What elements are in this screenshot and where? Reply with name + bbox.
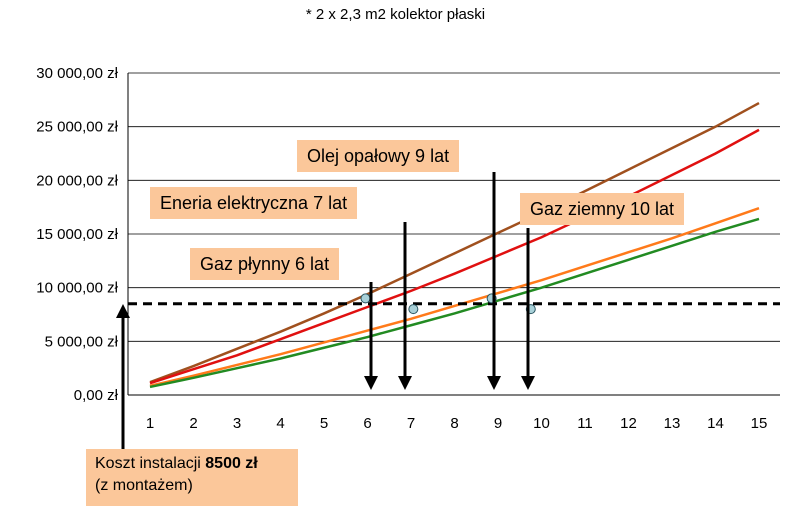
payback-marker	[408, 304, 419, 315]
x-tick-label: 4	[276, 415, 284, 432]
x-tick-label: 3	[233, 415, 241, 432]
series-lines	[149, 101, 760, 389]
y-tick-label: 25 000,00 zł	[36, 119, 118, 136]
y-axis-ticks: 0,00 zł 5 000,00 zł 10 000,00 zł 15 000,00 …	[36, 65, 118, 404]
y-tick-label: 15 000,00 zł	[36, 226, 118, 243]
payback-marker	[360, 293, 371, 304]
grid-lines	[127, 72, 780, 396]
arrow-gaz-ziemny-head	[521, 376, 535, 390]
x-tick-label: 13	[664, 415, 681, 432]
series-energia	[149, 128, 760, 385]
x-tick-label: 11	[577, 415, 593, 432]
cost-label: Koszt instalacji	[95, 455, 206, 472]
x-axis-ticks: 1 2 3 4 5 6 7 8 9 10 11 12 13 14 15	[146, 415, 768, 432]
x-tick-label: 8	[450, 415, 458, 432]
cost-note: (z montażem)	[95, 477, 193, 494]
x-tick-label: 2	[189, 415, 197, 432]
y-tick-label: 30 000,00 zł	[36, 65, 118, 82]
arrow-gaz-plynny-head	[364, 376, 378, 390]
callout-gaz-ziemny: Gaz ziemny 10 lat	[520, 193, 685, 225]
y-tick-label: 0,00 zł	[74, 387, 119, 404]
arrow-installation-cost-head	[116, 304, 130, 318]
series-gaz_plynny	[149, 207, 760, 388]
series-gaz_ziemny	[149, 217, 760, 389]
callout-olej: Olej opałowy 9 lat	[297, 140, 460, 172]
x-tick-label: 6	[363, 415, 371, 432]
x-tick-label: 10	[533, 415, 550, 432]
payback-arrows	[116, 172, 535, 449]
arrow-olej-head	[487, 376, 501, 390]
installation-cost-box: Koszt instalacji 8500 zł (z montażem)	[86, 449, 298, 506]
chart-subtitle: * 2 x 2,3 m2 kolektor płaski	[305, 6, 486, 23]
callout-gaz-plynny: Gaz płynny 6 lat	[190, 248, 340, 280]
callout-energia: Eneria elektryczna 7 lat	[150, 187, 358, 219]
y-tick-label: 5 000,00 zł	[45, 333, 119, 350]
x-tick-label: 7	[407, 415, 415, 432]
x-tick-label: 12	[620, 415, 637, 432]
arrow-energia-head	[398, 376, 412, 390]
x-tick-label: 15	[751, 415, 768, 432]
x-tick-label: 5	[320, 415, 328, 432]
x-tick-label: 14	[707, 415, 724, 432]
x-tick-label: 9	[494, 415, 502, 432]
y-tick-label: 10 000,00 zł	[36, 280, 118, 297]
cost-value: 8500 zł	[205, 455, 258, 472]
series-olej	[149, 101, 760, 384]
x-tick-label: 1	[146, 415, 154, 432]
y-tick-label: 20 000,00 zł	[36, 172, 118, 189]
